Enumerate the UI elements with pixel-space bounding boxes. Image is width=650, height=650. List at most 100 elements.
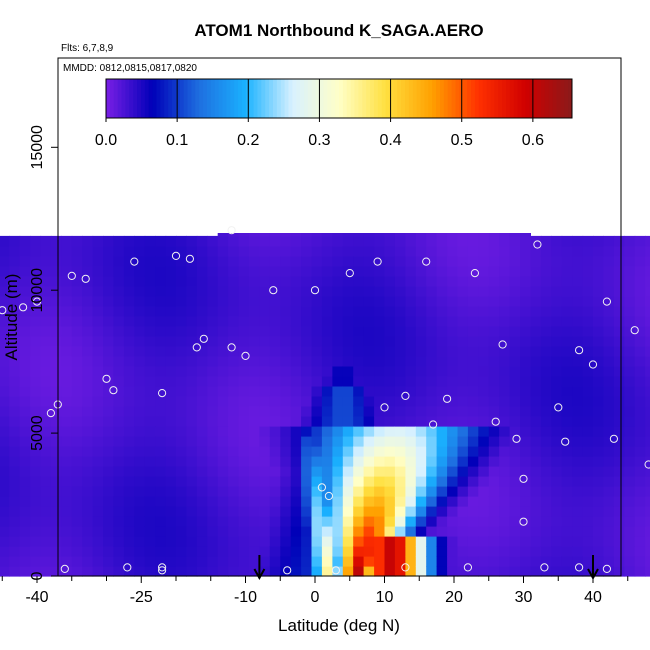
heatmap-cell	[103, 526, 114, 537]
heatmap-cell	[457, 325, 469, 337]
flight-point	[123, 563, 132, 572]
heatmap-cell	[123, 365, 135, 377]
heatmap-cell	[19, 295, 31, 307]
heatmap-cell	[374, 245, 386, 257]
heatmap-cell	[634, 245, 646, 257]
heatmap-cell	[374, 536, 386, 547]
heatmap-cell	[394, 235, 406, 247]
heatmap-cell	[426, 385, 438, 397]
heatmap-cell	[415, 446, 427, 457]
heatmap-cell	[363, 486, 375, 497]
heatmap-cell	[394, 285, 406, 297]
heatmap-cell	[290, 325, 302, 337]
heatmap-cell	[415, 325, 427, 337]
heatmap-cell	[134, 566, 146, 577]
heatmap-cell	[61, 385, 73, 397]
heatmap-cell	[155, 265, 167, 277]
heatmap-cell	[499, 285, 511, 297]
heatmap-cell	[30, 315, 42, 327]
heatmap-cell	[551, 466, 563, 477]
heatmap-cell	[280, 566, 292, 577]
heatmap-cell	[165, 375, 177, 387]
heatmap-cell	[280, 466, 292, 477]
heatmap-cell	[332, 486, 344, 497]
heatmap-cell	[499, 275, 511, 287]
heatmap-cell	[61, 416, 73, 427]
heatmap-cell	[561, 456, 573, 467]
heatmap-cell	[50, 245, 62, 257]
heatmap-cell	[405, 355, 417, 367]
heatmap-cell	[374, 365, 386, 377]
heatmap-cell	[280, 405, 292, 417]
heatmap-cell	[144, 295, 156, 307]
heatmap-cell	[426, 436, 438, 447]
heatmap-cell	[540, 365, 552, 377]
heatmap-cell	[290, 355, 302, 367]
heatmap-cell	[9, 345, 21, 357]
heatmap-cell	[384, 355, 396, 367]
heatmap-cell	[572, 436, 584, 447]
heatmap-cell	[176, 375, 187, 387]
heatmap-cell	[19, 255, 31, 267]
heatmap-cell	[582, 566, 594, 577]
heatmap-cell	[572, 275, 584, 287]
heatmap-cell	[176, 365, 187, 377]
heatmap-cell	[645, 375, 650, 387]
heatmap-cell	[280, 245, 292, 257]
heatmap-cell	[311, 315, 323, 327]
heatmap-cell	[113, 486, 125, 497]
heatmap-cell	[447, 385, 459, 397]
heatmap-cell	[342, 375, 354, 387]
heatmap-cell	[540, 426, 552, 437]
heatmap-cell	[228, 506, 240, 517]
heatmap-cell	[593, 546, 604, 557]
heatmap-cell	[540, 506, 552, 517]
colorbar-swatch	[238, 79, 243, 118]
heatmap-cell	[645, 506, 650, 517]
heatmap-cell	[71, 496, 83, 507]
heatmap-cell	[301, 446, 313, 457]
heatmap-cell	[561, 325, 573, 337]
heatmap-cell	[238, 446, 250, 457]
heatmap-cell	[478, 295, 490, 307]
heatmap-cell	[530, 305, 542, 317]
heatmap-cell	[301, 436, 313, 447]
heatmap-cell	[61, 536, 73, 547]
heatmap-cell	[457, 506, 469, 517]
heatmap-cell	[155, 325, 167, 337]
heatmap-cell	[353, 275, 365, 287]
heatmap-cell	[113, 526, 125, 537]
heatmap-cell	[509, 476, 521, 487]
heatmap-cell	[196, 295, 208, 307]
heatmap-cell	[269, 506, 281, 517]
heatmap-cell	[165, 385, 177, 397]
heatmap-cell	[634, 235, 646, 247]
heatmap-cell	[488, 365, 500, 377]
heatmap-cell	[363, 295, 375, 307]
heatmap-cell	[447, 476, 459, 487]
heatmap-cell	[50, 546, 62, 557]
heatmap-cell	[561, 355, 573, 367]
colorbar-swatch	[300, 79, 305, 118]
heatmap-cell	[238, 385, 250, 397]
heatmap-cell	[499, 506, 511, 517]
heatmap-cell	[447, 315, 459, 327]
heatmap-cell	[613, 556, 625, 567]
heatmap-cell	[582, 476, 594, 487]
heatmap-cell	[478, 536, 490, 547]
heatmap-cell	[71, 546, 83, 557]
colorbar-swatch	[447, 79, 453, 118]
heatmap-cell	[394, 405, 406, 417]
heatmap-cell	[186, 355, 198, 367]
heatmap-cell	[290, 556, 302, 567]
heatmap-cell	[249, 446, 260, 457]
heatmap-cell	[467, 255, 479, 267]
heatmap-cell	[50, 305, 62, 317]
heatmap-cell	[624, 536, 636, 547]
heatmap-cell	[50, 335, 62, 347]
heatmap-cell	[561, 235, 573, 247]
heatmap-cell	[467, 245, 479, 257]
heatmap-cell	[634, 446, 646, 457]
heatmap-cell	[176, 556, 187, 567]
heatmap-cell	[71, 516, 83, 527]
